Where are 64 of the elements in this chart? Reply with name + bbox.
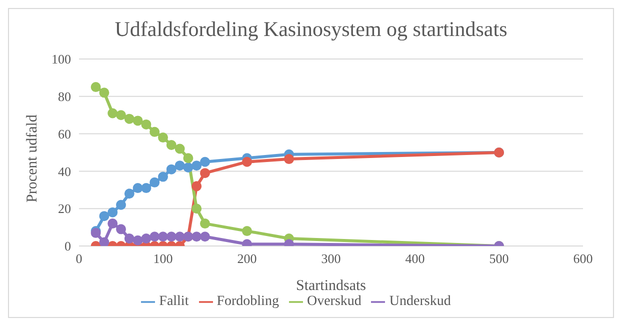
- point: [132, 116, 143, 126]
- y-tick-label: 80: [58, 89, 71, 104]
- y-tick-label: 0: [64, 238, 71, 254]
- point: [242, 226, 252, 236]
- legend-label: Overskud: [306, 294, 362, 309]
- point: [108, 218, 118, 229]
- x-tick-label: 400: [405, 251, 425, 266]
- point: [132, 235, 143, 246]
- legend-label: Underskud: [389, 294, 451, 309]
- point: [141, 183, 152, 194]
- point: [158, 232, 168, 242]
- point: [116, 224, 126, 234]
- point: [150, 177, 160, 188]
- point: [141, 119, 152, 130]
- point: [132, 183, 143, 194]
- y-tick-label: 60: [58, 126, 71, 142]
- point: [99, 237, 110, 246]
- point: [200, 232, 210, 242]
- point: [200, 218, 210, 229]
- point: [116, 110, 126, 120]
- point: [158, 172, 168, 182]
- point: [108, 207, 118, 218]
- point: [124, 114, 134, 124]
- point: [192, 160, 202, 171]
- point: [108, 108, 118, 118]
- point: [192, 181, 202, 192]
- point: [166, 140, 176, 150]
- y-tick-label: 100: [52, 52, 71, 67]
- point: [124, 188, 134, 199]
- y-tick-label: 40: [58, 164, 71, 179]
- point: [166, 164, 176, 174]
- point: [99, 211, 110, 222]
- x-tick-label: 0: [76, 251, 82, 266]
- y-tick-label: 20: [58, 201, 71, 216]
- x-tick-label: 100: [153, 251, 173, 266]
- point: [200, 168, 210, 178]
- x-tick-label: 200: [237, 251, 257, 266]
- legend-label: Fallit: [159, 294, 189, 309]
- legend-label: Fordobling: [216, 294, 279, 309]
- point: [141, 234, 152, 244]
- point: [158, 132, 168, 143]
- x-tick-label: 500: [489, 251, 509, 266]
- y-axis-title: Procent udfald: [24, 114, 40, 202]
- point: [192, 204, 202, 214]
- point: [174, 144, 185, 154]
- point: [183, 153, 194, 164]
- x-tick-label: 300: [321, 251, 341, 266]
- point: [183, 162, 194, 172]
- point: [284, 154, 294, 164]
- point: [166, 232, 176, 242]
- x-tick-label: 600: [573, 251, 593, 266]
- point: [150, 232, 160, 242]
- x-axis-title: Startindsats: [296, 278, 366, 294]
- point: [116, 200, 126, 210]
- point: [242, 156, 252, 167]
- point: [200, 156, 210, 167]
- point: [150, 126, 160, 137]
- point: [90, 82, 101, 92]
- chart-title: Udfaldsfordeling Kasinosystem og startindsats: [114, 17, 508, 42]
- point: [174, 160, 185, 171]
- point: [174, 232, 185, 242]
- point: [192, 232, 202, 242]
- point: [99, 88, 110, 98]
- point: [124, 234, 134, 244]
